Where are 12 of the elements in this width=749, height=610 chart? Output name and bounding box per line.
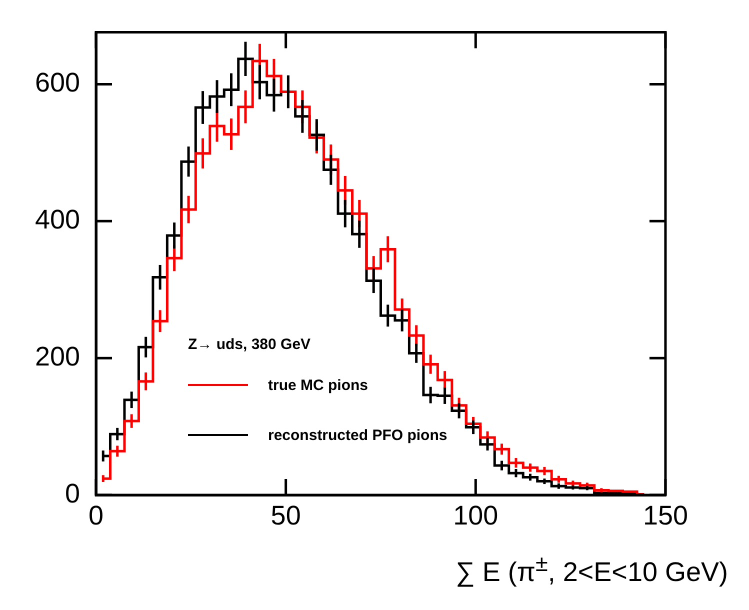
x-tick-label: 50 (270, 500, 301, 531)
x-tick-label: 150 (642, 500, 688, 531)
x-tick-label: 100 (453, 500, 498, 531)
x-axis-title: ∑ E (π$^{±}$, 2<E<10 GeV) (454, 550, 728, 589)
legend-label: true MC pions (268, 376, 368, 394)
legend-title: Z→ uds, 380 GeV (188, 335, 312, 355)
y-tick-label: 400 (34, 204, 80, 235)
y-tick-label: 600 (34, 68, 80, 98)
y-tick-label: 200 (34, 342, 80, 372)
legend-label: reconstructed PFO pions (268, 426, 448, 444)
y-tick-label: 0 (64, 478, 80, 508)
x-tick-label: 0 (88, 500, 104, 531)
